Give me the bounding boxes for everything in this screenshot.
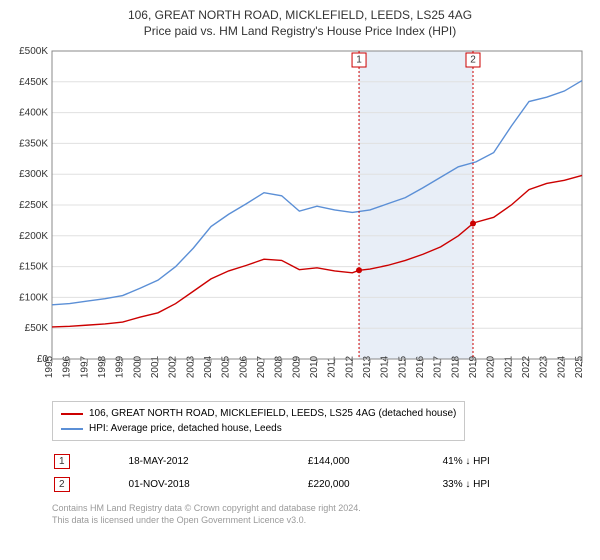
footer-line-1: Contains HM Land Registry data © Crown c… <box>52 503 590 515</box>
svg-text:£450K: £450K <box>19 77 48 88</box>
event-marker: 1 <box>54 454 70 469</box>
title-sub: Price paid vs. HM Land Registry's House … <box>10 24 590 40</box>
title-main: 106, GREAT NORTH ROAD, MICKLEFIELD, LEED… <box>10 8 590 24</box>
footer: Contains HM Land Registry data © Crown c… <box>52 503 590 526</box>
title-block: 106, GREAT NORTH ROAD, MICKLEFIELD, LEED… <box>10 8 590 39</box>
events-table: 1 18-MAY-2012£144,00041% ↓ HPI 2 01-NOV-201… <box>52 449 590 497</box>
legend-swatch <box>61 413 83 415</box>
svg-text:£50K: £50K <box>25 323 49 334</box>
svg-text:£500K: £500K <box>19 46 48 57</box>
chart-area: £0£50K£100K£150K£200K£250K£300K£350K£400… <box>10 45 590 395</box>
event-price: £144,000 <box>308 451 441 472</box>
chart-container: 106, GREAT NORTH ROAD, MICKLEFIELD, LEED… <box>0 0 600 560</box>
event-date: 18-MAY-2012 <box>129 451 306 472</box>
svg-text:£400K: £400K <box>19 108 48 119</box>
event-row: 2 01-NOV-2018£220,00033% ↓ HPI <box>54 474 588 495</box>
svg-text:£200K: £200K <box>19 231 48 242</box>
svg-text:2: 2 <box>470 55 476 66</box>
svg-text:£150K: £150K <box>19 262 48 273</box>
legend-row: 106, GREAT NORTH ROAD, MICKLEFIELD, LEED… <box>61 406 456 421</box>
svg-text:£100K: £100K <box>19 293 48 304</box>
legend-swatch <box>61 428 83 430</box>
event-row: 1 18-MAY-2012£144,00041% ↓ HPI <box>54 451 588 472</box>
event-marker: 2 <box>54 477 70 492</box>
event-date: 01-NOV-2018 <box>129 474 306 495</box>
chart-svg: £0£50K£100K£150K£200K£250K£300K£350K£400… <box>10 45 590 395</box>
svg-text:£250K: £250K <box>19 200 48 211</box>
footer-line-2: This data is licensed under the Open Gov… <box>52 515 590 527</box>
event-delta: 41% ↓ HPI <box>443 451 588 472</box>
event-price: £220,000 <box>308 474 441 495</box>
svg-text:1: 1 <box>356 55 362 66</box>
svg-text:£350K: £350K <box>19 139 48 150</box>
legend-box: 106, GREAT NORTH ROAD, MICKLEFIELD, LEED… <box>52 401 465 441</box>
svg-text:£300K: £300K <box>19 169 48 180</box>
legend-row: HPI: Average price, detached house, Leed… <box>61 421 456 436</box>
legend-label: HPI: Average price, detached house, Leed… <box>89 421 282 436</box>
legend-label: 106, GREAT NORTH ROAD, MICKLEFIELD, LEED… <box>89 406 456 421</box>
event-delta: 33% ↓ HPI <box>443 474 588 495</box>
